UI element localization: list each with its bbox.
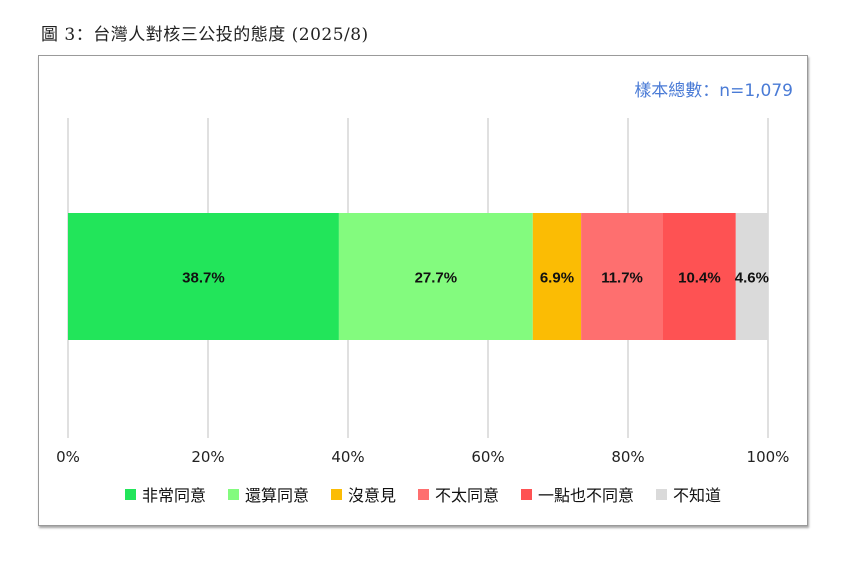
x-tick-label: 40% (331, 448, 364, 466)
bar-segment (663, 213, 736, 340)
legend-item: 不知道 (656, 482, 721, 506)
legend-label: 一點也不同意 (538, 486, 635, 505)
legend-item: 非常同意 (124, 482, 206, 506)
legend-swatch (656, 488, 668, 500)
legend-item: 一點也不同意 (521, 482, 634, 506)
bar-segment (532, 213, 582, 340)
legend-swatch (124, 488, 136, 500)
legend-label: 不太同意 (435, 486, 500, 505)
bar-segment (68, 213, 339, 340)
chart-legend: 非常同意 還算同意 沒意見 不太同意 一點也不同意 不知道 (39, 482, 807, 506)
legend-item: 還算同意 (227, 482, 309, 506)
legend-label: 沒意見 (347, 486, 396, 505)
figure-title: 圖 3：台灣人對核三公投的態度 (2025/8) (41, 25, 369, 45)
legend-swatch (330, 488, 342, 500)
data-label: 4.6% (735, 270, 769, 287)
bar-segment (735, 213, 768, 340)
x-tick-label: 100% (747, 448, 790, 466)
legend-label: 非常同意 (141, 486, 206, 505)
stacked-bar-chart: 0% 20% 40% 60% 80% 100% 38.7% 27.7% 6.9% 11.7% 10.… (56, 118, 790, 466)
legend-label: 還算同意 (244, 486, 309, 505)
data-label: 6.9% (540, 270, 574, 287)
sample-size-note: 樣本總數：n=1,079 (634, 81, 793, 101)
x-tick-label: 20% (191, 448, 224, 466)
bar-segment (338, 213, 533, 340)
legend-label: 不知道 (673, 486, 722, 505)
x-tick-label: 80% (611, 448, 644, 466)
data-label: 10.4% (678, 270, 721, 287)
legend-item: 沒意見 (330, 482, 396, 506)
bar-segment (581, 213, 663, 340)
data-label: 27.7% (415, 270, 458, 287)
x-tick-label: 60% (471, 448, 504, 466)
legend-swatch (227, 488, 239, 500)
x-tick-label: 0% (56, 448, 80, 466)
legend-swatch (418, 488, 429, 500)
data-label: 11.7% (601, 270, 643, 287)
legend-swatch (521, 488, 533, 500)
legend-item: 不太同意 (418, 482, 499, 506)
chart-frame: 樣本總數：n=1,079 0% 20% 40% 60% 80% 100% 38.7% 27.7… (38, 55, 808, 526)
data-label: 38.7% (182, 270, 225, 287)
